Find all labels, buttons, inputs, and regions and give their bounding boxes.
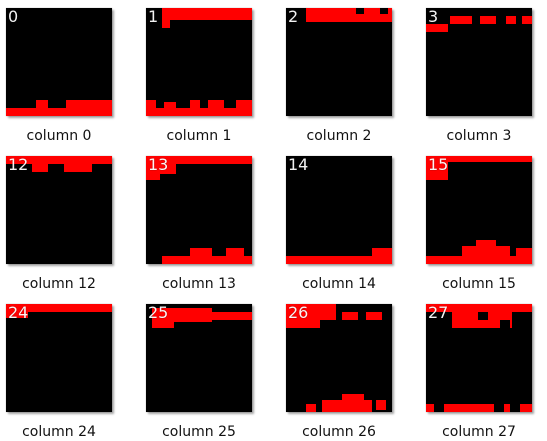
- pixel-map: [6, 156, 112, 172]
- thumbnail-caption: column 24: [22, 424, 96, 440]
- thumbnail-column-2[interactable]: 2: [286, 8, 392, 116]
- pixel-map: [426, 304, 532, 412]
- pixel-map: [146, 8, 252, 116]
- thumbnail-column-1[interactable]: 1: [146, 8, 252, 116]
- thumbnail-column-0[interactable]: 0: [6, 8, 112, 116]
- thumbnail-column-13[interactable]: 13: [146, 156, 252, 264]
- thumbnail-column-12[interactable]: 12: [6, 156, 112, 264]
- thumbnail-column-3[interactable]: 3: [426, 8, 532, 116]
- thumbnail-caption: column 1: [166, 128, 232, 144]
- pixel-map: [6, 304, 112, 318]
- pixel-map: [6, 100, 112, 116]
- thumbnail-column-24[interactable]: 24: [6, 304, 112, 412]
- pixel-map: [306, 8, 392, 22]
- thumbnail-caption: column 27: [442, 424, 516, 440]
- thumbnail-caption: column 14: [302, 276, 376, 292]
- thumbnail-caption: column 3: [446, 128, 512, 144]
- thumbnail-caption: column 15: [442, 276, 516, 292]
- thumbnail-column-14[interactable]: 14: [286, 156, 392, 264]
- pixel-map: [286, 248, 392, 264]
- pixel-map: [286, 304, 386, 412]
- pixel-map: [426, 16, 532, 32]
- pixel-map: [426, 156, 532, 264]
- pixel-map: [152, 308, 252, 328]
- thumbnail-column-25[interactable]: 25: [146, 304, 252, 412]
- thumbnail-caption: column 13: [162, 276, 236, 292]
- thumbnail-caption: column 2: [306, 128, 372, 144]
- thumbnail-caption: column 26: [302, 424, 376, 440]
- thumbnail-column-27[interactable]: 27: [426, 304, 532, 412]
- thumbnail-caption: column 25: [162, 424, 236, 440]
- thumbnail-column-26[interactable]: 26: [286, 304, 392, 412]
- thumbnail-caption: column 0: [26, 128, 92, 144]
- pixel-map: [146, 156, 252, 264]
- thumbnail-caption: column 12: [22, 276, 96, 292]
- thumbnail-column-15[interactable]: 15: [426, 156, 532, 264]
